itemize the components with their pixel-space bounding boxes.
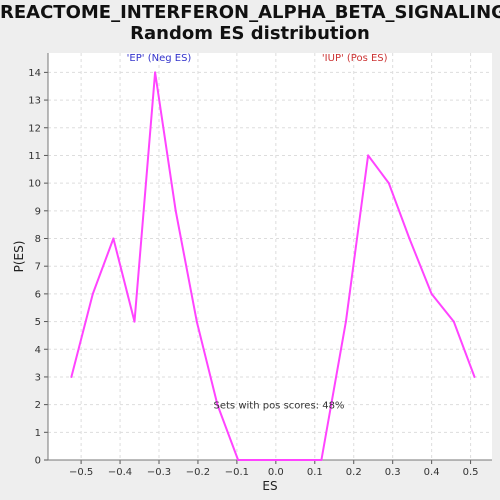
data-point bbox=[320, 459, 323, 461]
x-tick-label: 0.5 bbox=[463, 467, 479, 478]
annotation-label: 'IUP' (Pos ES) bbox=[322, 53, 388, 64]
data-point bbox=[154, 71, 157, 74]
y-tick-label: 8 bbox=[35, 234, 41, 245]
data-point bbox=[216, 403, 219, 406]
data-point bbox=[237, 459, 240, 461]
chart-title: REACTOME_INTERFERON_ALPHA_BETA_SIGNALING… bbox=[0, 2, 500, 44]
y-axis-label: P(ES) bbox=[12, 241, 26, 273]
data-point bbox=[133, 320, 136, 323]
data-point bbox=[387, 182, 390, 185]
y-tick-label: 14 bbox=[28, 68, 41, 79]
y-tick-label: 2 bbox=[35, 400, 41, 411]
x-tick-label: 0.1 bbox=[307, 467, 323, 478]
x-tick-label: −0.5 bbox=[69, 467, 93, 478]
data-point bbox=[112, 237, 115, 240]
chart-title-line-2: Random ES distribution bbox=[130, 23, 370, 44]
x-tick-label: −0.3 bbox=[147, 467, 171, 478]
x-axis-label: ES bbox=[262, 479, 277, 493]
y-tick-label: 13 bbox=[28, 96, 41, 107]
data-point bbox=[91, 292, 94, 295]
data-point bbox=[473, 375, 476, 378]
data-point bbox=[344, 320, 347, 323]
x-tick-label: 0.4 bbox=[424, 467, 440, 478]
y-tick-label: 3 bbox=[35, 372, 41, 383]
y-tick-label: 9 bbox=[35, 206, 41, 217]
y-tick-label: 5 bbox=[35, 317, 41, 328]
data-point bbox=[195, 320, 198, 323]
x-tick-label: −0.2 bbox=[186, 467, 210, 478]
data-point bbox=[299, 459, 302, 461]
data-point bbox=[174, 209, 177, 212]
annotation-label: Sets with pos scores: 48% bbox=[214, 401, 345, 412]
y-tick-label: 6 bbox=[35, 289, 41, 300]
plot-area bbox=[48, 53, 492, 460]
x-tick-label: 0.3 bbox=[385, 467, 401, 478]
data-point bbox=[258, 459, 261, 461]
x-tick-label: −0.1 bbox=[225, 467, 249, 478]
data-point bbox=[278, 459, 281, 461]
y-tick-label: 1 bbox=[35, 428, 41, 439]
y-tick-label: 0 bbox=[35, 456, 41, 467]
data-point bbox=[430, 292, 433, 295]
y-tick-label: 4 bbox=[35, 345, 41, 356]
x-tick-label: 0.0 bbox=[268, 467, 284, 478]
y-tick-label: 10 bbox=[28, 179, 41, 190]
y-tick-label: 11 bbox=[28, 151, 41, 162]
y-tick-label: 12 bbox=[28, 123, 41, 134]
annotation-label: 'EP' (Neg ES) bbox=[127, 53, 192, 64]
x-tick-label: −0.4 bbox=[108, 467, 132, 478]
chart-title-line-1: REACTOME_INTERFERON_ALPHA_BETA_SIGNALING… bbox=[0, 2, 500, 23]
data-point bbox=[367, 154, 370, 157]
data-point bbox=[70, 375, 73, 378]
y-tick-label: 7 bbox=[35, 262, 41, 273]
series-line bbox=[70, 71, 476, 461]
data-point bbox=[452, 320, 455, 323]
data-point bbox=[408, 237, 411, 240]
x-tick-label: 0.2 bbox=[346, 467, 362, 478]
